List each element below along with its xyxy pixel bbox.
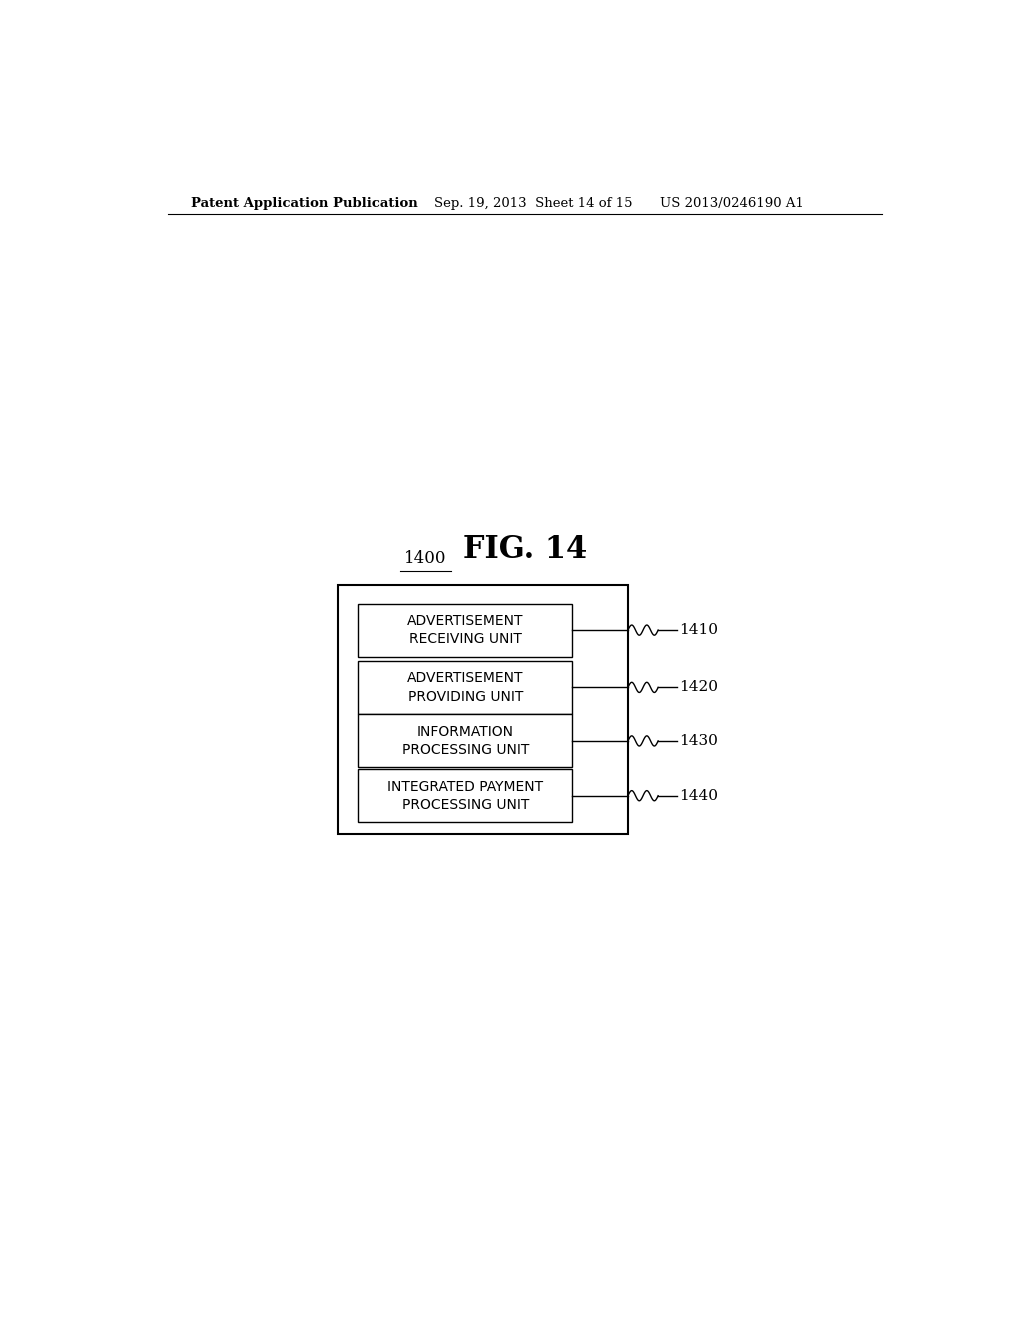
Text: 1410: 1410 [680,623,719,638]
Bar [338,585,628,834]
Text: 1430: 1430 [680,734,719,748]
Text: 1420: 1420 [680,680,719,694]
Text: Sep. 19, 2013  Sheet 14 of 15: Sep. 19, 2013 Sheet 14 of 15 [433,197,632,210]
Bar [358,770,572,822]
Text: FIG. 14: FIG. 14 [463,535,587,565]
Text: US 2013/0246190 A1: US 2013/0246190 A1 [659,197,804,210]
Text: Patent Application Publication: Patent Application Publication [191,197,418,210]
Text: INFORMATION
PROCESSING UNIT: INFORMATION PROCESSING UNIT [401,725,529,758]
Text: ADVERTISEMENT
PROVIDING UNIT: ADVERTISEMENT PROVIDING UNIT [407,671,523,704]
Bar [358,603,572,656]
Text: 1400: 1400 [403,550,446,568]
Text: INTEGRATED PAYMENT
PROCESSING UNIT: INTEGRATED PAYMENT PROCESSING UNIT [387,780,544,812]
Bar [358,714,572,767]
Bar [358,661,572,714]
Text: 1440: 1440 [680,789,719,803]
Text: ADVERTISEMENT
RECEIVING UNIT: ADVERTISEMENT RECEIVING UNIT [407,614,523,647]
